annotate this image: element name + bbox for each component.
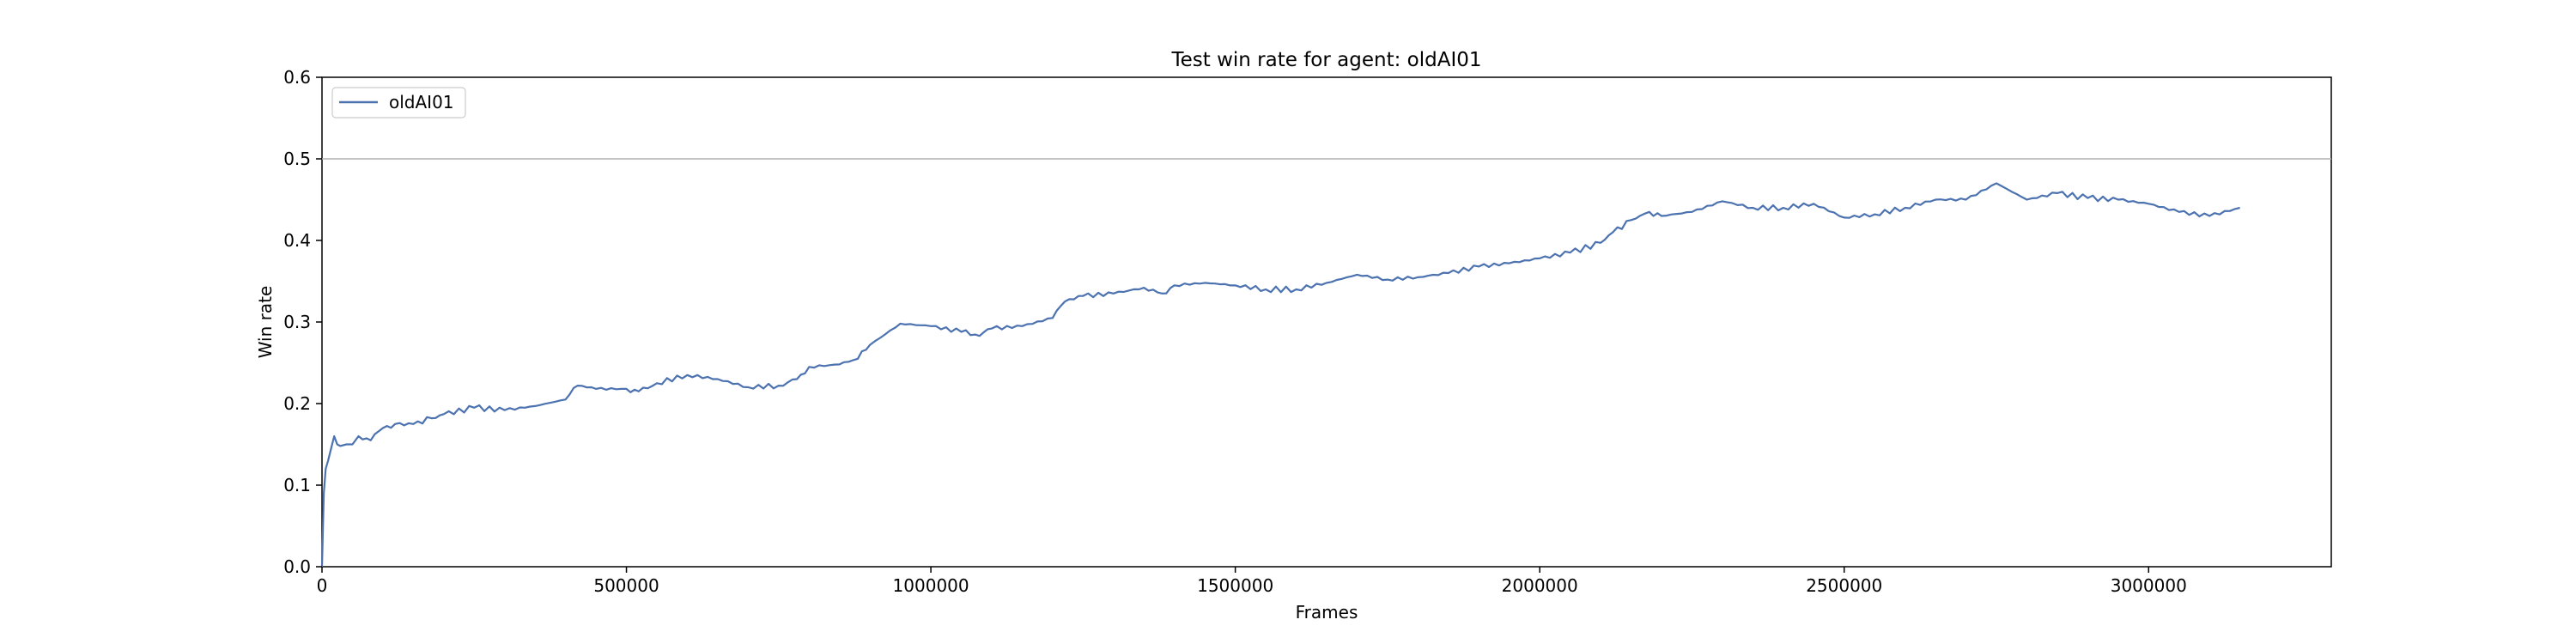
x-tick-label: 500000	[593, 575, 659, 596]
y-tick-label: 0.3	[283, 312, 311, 332]
x-tick-label: 3000000	[2111, 575, 2187, 596]
plot-area	[320, 76, 2332, 568]
y-axis-label: Win rate	[255, 286, 276, 359]
y-tick-label: 0.0	[283, 556, 311, 577]
y-tick-label: 0.5	[283, 149, 311, 169]
y-tick-label: 0.4	[283, 230, 311, 251]
y-tick-label: 0.2	[283, 393, 311, 414]
y-tick-label: 0.1	[283, 475, 311, 495]
legend-label-oldAI01: oldAI01	[389, 92, 454, 112]
chart-title: Test win rate for agent: oldAI01	[1170, 49, 1481, 71]
plot-frame	[321, 76, 2332, 568]
x-tick-label: 1500000	[1197, 575, 1273, 596]
x-tick-label: 2500000	[1806, 575, 1882, 596]
series-line-oldAI01	[320, 182, 2240, 568]
x-tick-label: 2000000	[1502, 575, 1578, 596]
x-axis-label: Frames	[1296, 602, 1358, 623]
legend-box	[331, 87, 466, 118]
legend: oldAI01	[331, 87, 466, 118]
x-axis-ticks: 0 500000 1000000 1500000 2000000 2500000 30000…	[317, 567, 2187, 596]
y-tick-label: 0.6	[283, 67, 311, 88]
x-tick-label: 1000000	[893, 575, 969, 596]
y-axis-ticks: 0.0 0.1 0.2 0.3 0.4 0.5 0.6	[283, 67, 322, 577]
x-tick-label: 0	[317, 575, 328, 596]
